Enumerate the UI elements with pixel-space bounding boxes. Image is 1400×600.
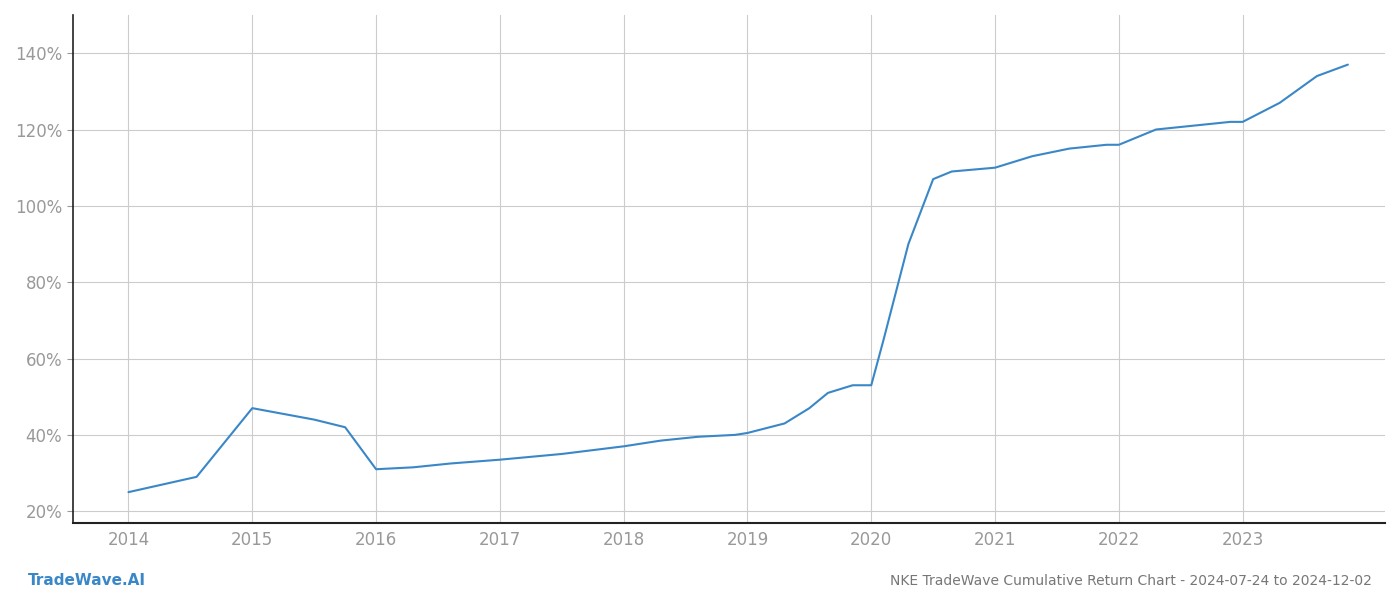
Text: TradeWave.AI: TradeWave.AI	[28, 573, 146, 588]
Text: NKE TradeWave Cumulative Return Chart - 2024-07-24 to 2024-12-02: NKE TradeWave Cumulative Return Chart - …	[890, 574, 1372, 588]
